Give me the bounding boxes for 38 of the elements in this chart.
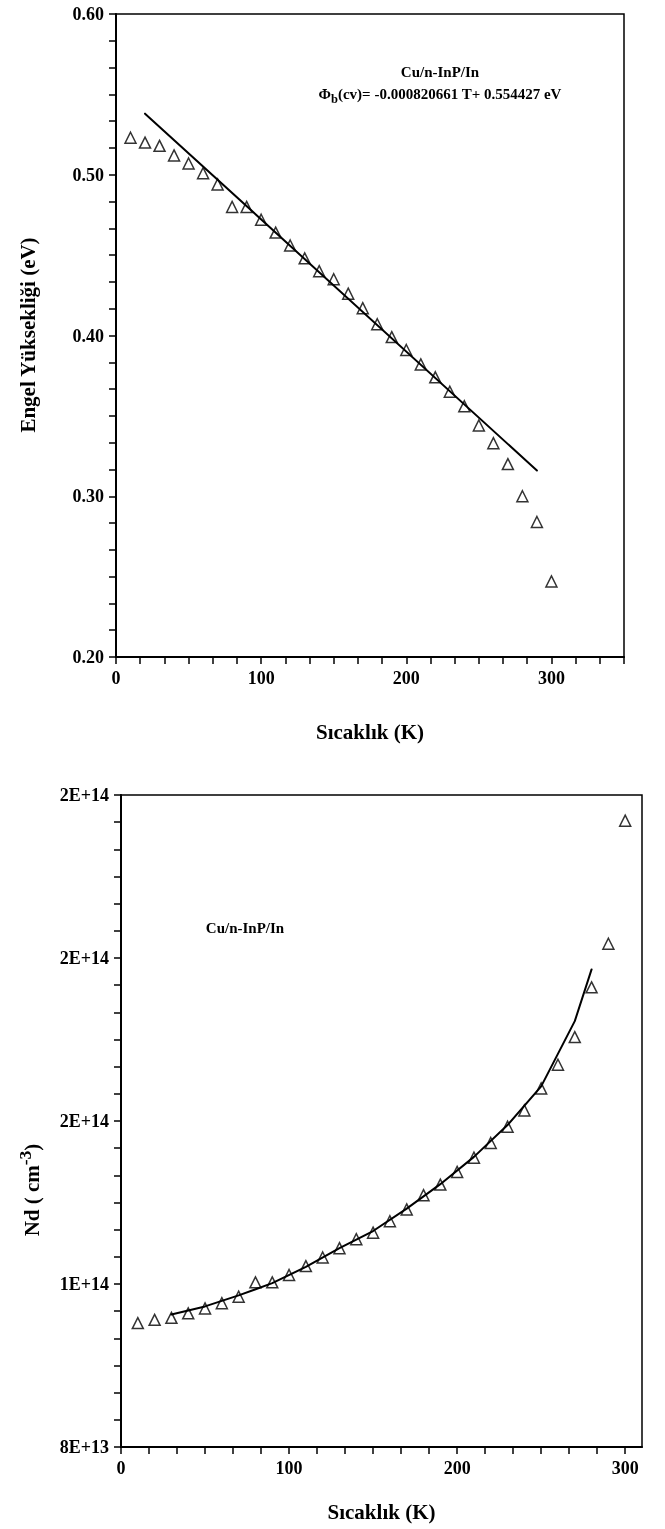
x-tick-label: 0 [116, 1458, 126, 1478]
x-tick-label: 200 [443, 1458, 471, 1478]
point [124, 131, 137, 145]
point [530, 515, 544, 529]
point [501, 457, 515, 471]
point [138, 136, 152, 149]
x-axis-title: Sıcaklık (K) [327, 1499, 436, 1525]
x-tick-label: 0 [111, 668, 121, 688]
y-tick-label: 0.20 [72, 647, 104, 667]
point [472, 419, 486, 432]
point [211, 178, 224, 191]
point [545, 575, 558, 588]
y-tick-label: 2E+14 [59, 948, 109, 968]
x-tick-label: 300 [611, 1458, 639, 1478]
y-tick-label: 0.60 [72, 4, 104, 24]
x-tick-label: 100 [247, 668, 275, 688]
point [487, 436, 500, 450]
x-tick-label: 100 [275, 1458, 303, 1478]
annotation: Cu/n-InP/In [400, 63, 480, 81]
y-tick-label: 0.30 [72, 486, 104, 507]
x-tick-label: 200 [392, 668, 420, 688]
point [516, 490, 529, 503]
point [196, 166, 210, 180]
point [153, 139, 166, 153]
y-tick-label: 0.50 [72, 164, 104, 185]
annotation: Φ$_{b}$(cv)= -0.000820661 T+ 0.554427 eV [318, 85, 562, 107]
point [225, 200, 239, 214]
y-tick-label: 0.40 [72, 325, 104, 346]
y-axis-title: Engel Yüksekliği (eV) [15, 237, 41, 433]
y-tick-label: 8E+13 [59, 1437, 109, 1457]
y-tick-label: 1E+14 [59, 1274, 109, 1294]
y-tick-label: 2E+14 [59, 785, 109, 805]
x-tick-label: 300 [537, 668, 565, 688]
annotation: Cu/n-InP/In [205, 919, 285, 937]
y-tick-label: 2E+14 [59, 1111, 109, 1131]
point [182, 157, 195, 170]
point [167, 149, 181, 162]
x-axis-title: Sıcaklık (K) [316, 719, 424, 745]
